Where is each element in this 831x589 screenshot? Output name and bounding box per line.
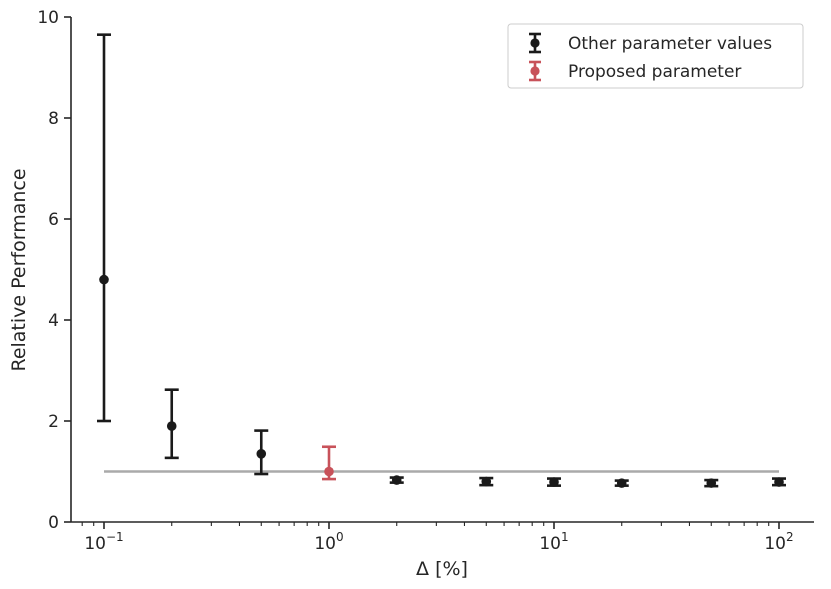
- x-tick-exponent: 0: [336, 530, 344, 544]
- data-point-0-4: [481, 476, 492, 487]
- legend-marker-proposed: [529, 60, 541, 82]
- y-tick-label-3: 6: [48, 210, 59, 230]
- data-point-0-3: [391, 475, 402, 485]
- data-point-1-0: [324, 466, 334, 477]
- data-point-0-1: [166, 421, 177, 431]
- data-point-0-8: [774, 477, 784, 487]
- legend-marker-other: [529, 32, 541, 54]
- series-0: [97, 33, 786, 488]
- x-tick-base: 10: [764, 534, 786, 554]
- x-tick-label-2: 101: [539, 530, 568, 554]
- data-point-0-2: [256, 449, 267, 459]
- x-tick-base: 10: [539, 534, 561, 554]
- y-tick-label-1: 2: [48, 412, 59, 432]
- legend-dot-1: [530, 66, 540, 76]
- data-point-0-7: [706, 478, 717, 488]
- data-point-0-5: [549, 477, 559, 487]
- data-point-0-6: [616, 478, 627, 488]
- legend-label-other: Other parameter values: [568, 34, 772, 54]
- x-tick-base: 10: [84, 534, 106, 554]
- legend-dot-0: [530, 38, 540, 48]
- series-1: [322, 445, 336, 481]
- x-tick-label-3: 102: [764, 530, 793, 554]
- x-tick-label-0: 10−1: [84, 530, 123, 554]
- legend-frame: [507, 23, 804, 89]
- legend: Other parameter values Proposed paramete…: [507, 23, 804, 89]
- axes-layer: [70, 17, 814, 523]
- y-tick-label-0: 0: [48, 513, 59, 533]
- y-tick-label-2: 4: [48, 311, 59, 331]
- x-tick-base: 10: [314, 534, 336, 554]
- data-point-0-0: [99, 274, 109, 285]
- x-tick-exponent: 1: [561, 530, 569, 544]
- y-tick-label-4: 8: [48, 109, 59, 129]
- series-layer: [97, 33, 786, 488]
- legend-entry-proposed: Proposed parameter: [529, 60, 741, 82]
- y-axis-label: Relative Performance: [8, 168, 30, 371]
- legend-entry-other: Other parameter values: [529, 32, 772, 54]
- legend-label-proposed: Proposed parameter: [568, 62, 741, 82]
- x-tick-exponent: −1: [106, 530, 124, 544]
- x-tick-label-1: 100: [314, 530, 343, 554]
- y-tick-label-5: 10: [37, 8, 59, 28]
- x-axis-label: Δ [%]: [416, 558, 468, 580]
- x-tick-exponent: 2: [786, 530, 794, 544]
